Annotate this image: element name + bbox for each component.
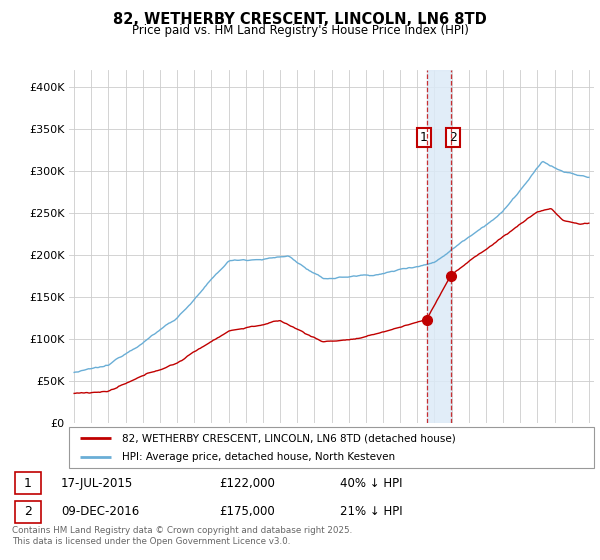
Text: 2: 2	[449, 130, 457, 144]
Text: Contains HM Land Registry data © Crown copyright and database right 2025.
This d: Contains HM Land Registry data © Crown c…	[12, 526, 352, 546]
Text: 21% ↓ HPI: 21% ↓ HPI	[340, 505, 403, 519]
Text: 17-JUL-2015: 17-JUL-2015	[61, 477, 133, 489]
Text: £175,000: £175,000	[220, 505, 275, 519]
Text: £122,000: £122,000	[220, 477, 275, 489]
Text: 2: 2	[24, 505, 32, 519]
Text: 1: 1	[420, 130, 428, 144]
Bar	[427, 70, 451, 423]
Bar	[15, 472, 41, 494]
Text: 09-DEC-2016: 09-DEC-2016	[61, 505, 139, 519]
Bar	[15, 501, 41, 523]
Text: 82, WETHERBY CRESCENT, LINCOLN, LN6 8TD: 82, WETHERBY CRESCENT, LINCOLN, LN6 8TD	[113, 12, 487, 27]
Text: 1: 1	[24, 477, 32, 489]
Text: 40% ↓ HPI: 40% ↓ HPI	[340, 477, 403, 489]
Text: HPI: Average price, detached house, North Kesteven: HPI: Average price, detached house, Nort…	[121, 452, 395, 461]
Text: 82, WETHERBY CRESCENT, LINCOLN, LN6 8TD (detached house): 82, WETHERBY CRESCENT, LINCOLN, LN6 8TD …	[121, 433, 455, 443]
Text: Price paid vs. HM Land Registry's House Price Index (HPI): Price paid vs. HM Land Registry's House …	[131, 24, 469, 37]
